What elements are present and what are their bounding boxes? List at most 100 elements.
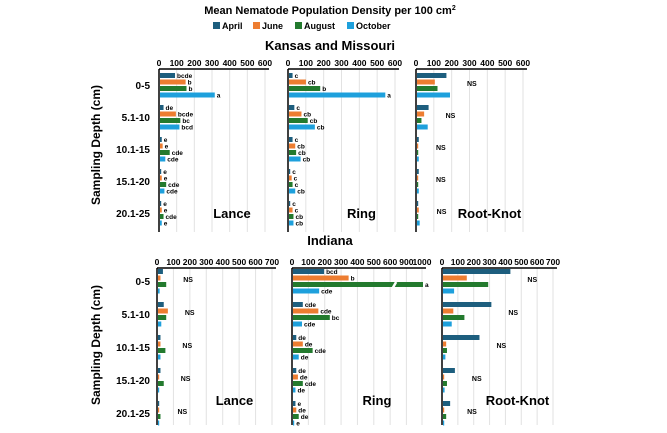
significance-label: cb (295, 214, 303, 221)
depth-label: 10.1-15 (116, 343, 150, 354)
bar-june (443, 341, 447, 347)
tick-label: 0 (290, 257, 295, 267)
significance-label: b (189, 86, 193, 93)
bar-october (160, 124, 180, 130)
ns-label: NS (181, 376, 191, 383)
bar-june (417, 111, 425, 117)
panel-ring: 0 100 200 300 400 500 600 900 1000bcdbacdecdecde… (290, 257, 432, 428)
significance-label: de (301, 414, 309, 421)
bar-june (417, 79, 435, 85)
bar-august (158, 348, 166, 353)
bar-april (158, 401, 160, 406)
tick-label: 200 (187, 58, 201, 68)
significance-label: e (164, 208, 168, 215)
bar-october (417, 156, 419, 162)
significance-label: cde (320, 309, 332, 316)
tick-label: 0 (440, 257, 445, 267)
significance-label: bcd (181, 125, 193, 132)
panel-ring: 0 100 200 300 400 500 600ccbbaccbcbcbccbcbcbcc… (286, 58, 402, 232)
tick-label: 100 (170, 58, 184, 68)
significance-label: bc (182, 118, 190, 125)
tick-label: 300 (205, 58, 219, 68)
significance-label: c (295, 208, 299, 215)
depth-label: 0-5 (136, 81, 151, 92)
bar-april (417, 137, 419, 142)
bar-october (443, 288, 455, 294)
ns-label: NS (436, 177, 446, 184)
significance-label: c (295, 137, 299, 144)
bar-june (160, 207, 162, 213)
bar-august (160, 86, 187, 91)
tick-label: 600 (383, 257, 397, 267)
significance-label: cb (317, 125, 325, 132)
bar-june (158, 341, 161, 347)
bar-october (417, 124, 428, 130)
bar-june (417, 143, 419, 149)
significance-label: e (163, 169, 167, 176)
tick-label: 400 (352, 58, 366, 68)
tick-label: 300 (462, 58, 476, 68)
tick-label: 400 (498, 257, 512, 267)
bar-june (289, 175, 292, 181)
y-axis-label-indiana: Sampling Depth (cm) (89, 285, 103, 405)
significance-label: bcd (326, 269, 338, 276)
bar-april (417, 73, 447, 78)
region-title: Indiana (307, 233, 353, 248)
bar-august (443, 348, 447, 353)
bar-june (293, 308, 319, 314)
ns-label: NS (467, 409, 477, 416)
bar-august (289, 118, 308, 123)
bar-august (443, 282, 489, 287)
tick-label: 0 (286, 58, 291, 68)
bar-august (158, 315, 167, 320)
tick-label: 600 (388, 58, 402, 68)
bar-august (293, 282, 423, 287)
bar-october (289, 188, 296, 194)
tick-label: 600 (258, 58, 272, 68)
significance-label: bcde (178, 112, 194, 119)
tick-label: 400 (480, 58, 494, 68)
region-0: Kansas and Missouri 0-5 5.1-10 10.1-15 15.1-… (116, 38, 530, 232)
significance-label: e (164, 176, 168, 183)
significance-label: cde (305, 302, 317, 309)
significance-label: c (292, 169, 296, 176)
bar-june (158, 407, 160, 413)
significance-label: c (295, 73, 299, 80)
significance-label: e (296, 421, 300, 428)
depth-label: 20.1-25 (116, 409, 150, 420)
bar-august (443, 414, 447, 419)
bar-august (160, 182, 167, 187)
significance-label: a (425, 282, 429, 289)
bar-june (293, 275, 349, 281)
bar-october (293, 288, 320, 294)
bar-june (417, 175, 419, 181)
tick-label: 200 (445, 58, 459, 68)
tick-label: 500 (232, 257, 246, 267)
significance-label: cb (303, 157, 311, 164)
tick-label: 300 (482, 257, 496, 267)
significance-label: cb (298, 150, 306, 157)
bar-august (443, 315, 465, 320)
bar-april (289, 137, 293, 142)
bar-august (289, 86, 321, 91)
bar-august (293, 315, 330, 320)
bar-april (158, 302, 164, 307)
ns-label: NS (496, 343, 506, 350)
panel-name: Root-Knot (486, 393, 550, 408)
tick-label: 500 (498, 58, 512, 68)
significance-label: b (351, 276, 355, 283)
bar-october (443, 420, 445, 426)
axis-break-mark (391, 281, 398, 290)
significance-label: c (296, 105, 300, 112)
bar-august (293, 414, 299, 419)
bar-april (289, 201, 291, 206)
bar-august (417, 150, 419, 155)
bar-october (289, 220, 294, 226)
depth-label: 15.1-20 (116, 376, 150, 387)
bar-october (293, 420, 295, 426)
significance-label: b (322, 86, 326, 93)
bar-october (443, 387, 445, 393)
bar-october (160, 92, 215, 98)
bar-june (293, 341, 303, 347)
significance-label: e (163, 201, 167, 208)
